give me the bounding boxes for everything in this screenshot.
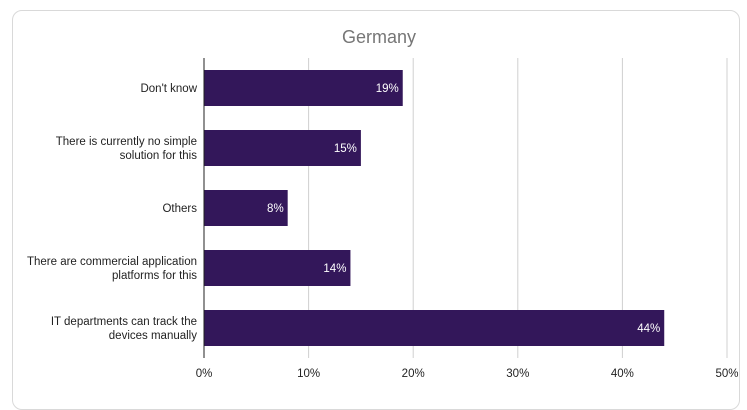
bar [204,70,403,106]
x-tick-label: 50% [715,368,738,380]
bar-data-label: 8% [267,203,284,215]
bar [204,130,361,166]
bar-data-label: 15% [334,143,357,155]
x-tick-label: 0% [196,368,213,380]
x-tick-label: 30% [506,368,529,380]
category-label: Others [162,203,197,215]
category-labels: Don't know There is currently no simple so… [27,83,198,342]
category-label: There is currently no simple solution for… [56,136,197,162]
x-tick-label: 20% [402,368,425,380]
bars: 19% 15% 8% 14% 44% [204,70,665,346]
category-label: There are commercial application platform… [27,256,197,282]
bar [204,190,288,226]
gridlines [308,58,728,358]
bar-data-label: 19% [376,83,399,95]
bar-chart: Germany 19% 15% 8% 14% 44% 0% 10% 20% 30% 40% 50%… [27,27,739,380]
bar [204,250,351,286]
chart-title: Germany [342,27,416,47]
axes: 0% 10% 20% 30% 40% 50% [196,58,739,380]
bar [204,310,665,346]
bar-data-label: 14% [323,263,346,275]
category-label: Don't know [140,83,197,95]
x-tick-label: 40% [611,368,634,380]
category-label: IT departments can track the devices manu… [51,316,197,342]
x-tick-label: 10% [297,368,320,380]
bar-data-label: 44% [637,323,660,335]
